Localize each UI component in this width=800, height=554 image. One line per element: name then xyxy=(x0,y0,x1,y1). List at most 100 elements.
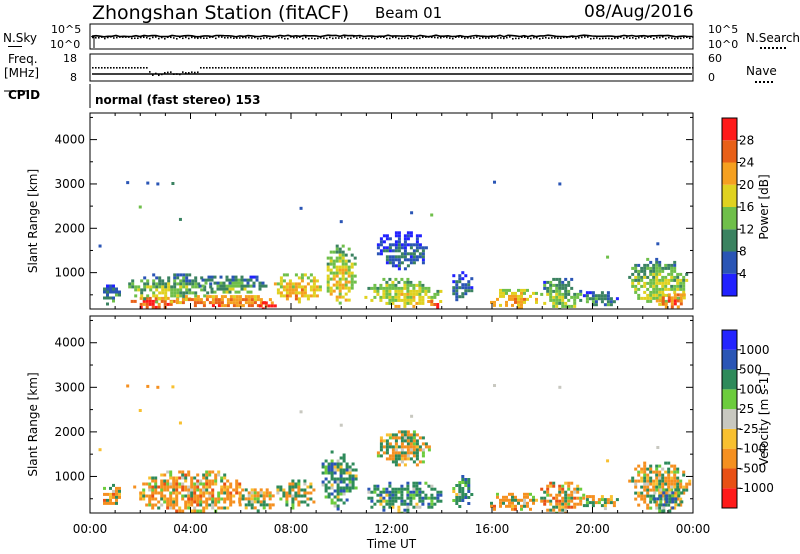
velocity-cell xyxy=(385,442,389,446)
velocity-cell xyxy=(421,451,425,455)
power-cell xyxy=(188,291,192,295)
nave-dot xyxy=(398,67,400,69)
velocity-cell xyxy=(397,511,401,513)
power-cell xyxy=(294,291,298,295)
power-cell xyxy=(661,293,665,297)
power-cell xyxy=(421,286,425,290)
velocity-cell xyxy=(199,500,203,504)
velocity-cell xyxy=(427,496,431,500)
power-cell xyxy=(412,261,416,265)
velocity-cell xyxy=(157,485,161,489)
power-cell xyxy=(561,295,565,299)
power-cell xyxy=(173,288,177,292)
power-cell xyxy=(282,288,286,292)
power-cell xyxy=(344,259,348,263)
power-cell xyxy=(228,281,232,285)
power-cell xyxy=(640,269,644,273)
velocity-cell xyxy=(181,488,185,492)
velocity-cell xyxy=(333,462,337,466)
power-cell xyxy=(315,288,319,292)
velocity-cell xyxy=(166,470,170,474)
velocity-cell xyxy=(585,495,589,499)
power-cell xyxy=(606,291,610,295)
power-cell xyxy=(415,301,419,305)
nsearch-dot xyxy=(461,36,463,39)
velocity-cell xyxy=(659,497,663,501)
velocity-cell xyxy=(388,496,392,500)
power-cell xyxy=(134,288,138,292)
velocity-cell xyxy=(433,496,437,500)
power-cell xyxy=(667,272,671,276)
velocity-cell xyxy=(288,482,292,486)
nsearch-dot xyxy=(149,37,151,40)
velocity-cell xyxy=(564,499,568,503)
velocity-cell xyxy=(181,485,185,489)
power-cell xyxy=(676,272,680,276)
power-cell xyxy=(391,255,395,259)
velocity-cell xyxy=(232,488,236,492)
nave-dot xyxy=(626,67,628,69)
velocity-cell xyxy=(591,498,595,502)
power-cell xyxy=(655,293,659,297)
power-cell xyxy=(655,290,659,294)
velocity-cell xyxy=(567,505,571,509)
power-cell xyxy=(376,289,380,293)
nsearch-dot xyxy=(689,37,691,40)
nave-dot xyxy=(416,67,418,69)
power-cell xyxy=(594,303,598,307)
nsearch-dot xyxy=(452,37,454,40)
velocity-cell xyxy=(540,496,544,500)
power-cell xyxy=(350,283,354,287)
velocity-cell xyxy=(520,507,523,511)
power-cell xyxy=(220,304,224,308)
velocity-cell xyxy=(496,492,499,496)
power-cell xyxy=(231,281,235,285)
power-cell xyxy=(252,275,256,279)
velocity-cell xyxy=(532,501,535,505)
nave-dot xyxy=(332,67,334,69)
velocity-cell xyxy=(303,500,307,504)
velocity-cell xyxy=(535,498,538,502)
velocity-cell xyxy=(585,498,589,502)
nave-dot xyxy=(149,71,151,73)
nsearch-dot xyxy=(263,37,265,39)
velocity-cell xyxy=(262,500,266,504)
velocity-cell xyxy=(169,473,173,477)
velocity-cell xyxy=(379,445,383,449)
power-cell xyxy=(253,301,257,305)
velocity-cell xyxy=(291,479,295,483)
power-cell xyxy=(458,286,462,290)
power-cell xyxy=(409,231,413,235)
power-cell xyxy=(335,244,339,248)
power-cell xyxy=(676,287,680,291)
power-cell xyxy=(226,301,230,305)
velocity-cell xyxy=(662,488,666,492)
power-cell xyxy=(640,278,644,282)
nsearch-dot xyxy=(281,36,283,39)
velocity-cell xyxy=(643,467,647,471)
power-cell xyxy=(347,265,351,269)
power-cell xyxy=(188,282,192,286)
power-cell xyxy=(508,297,511,301)
velocity-colorbar-label: 25 xyxy=(739,402,754,416)
velocity-cell xyxy=(406,439,410,443)
velocity-colorbar-label: -25 xyxy=(739,422,759,436)
velocity-cell xyxy=(367,490,371,494)
power-cell xyxy=(376,292,380,296)
velocity-cell xyxy=(190,479,194,483)
velocity-cell xyxy=(196,503,200,507)
power-cell xyxy=(646,263,650,267)
power-cell xyxy=(523,297,526,301)
power-cell xyxy=(335,274,339,278)
velocity-cell xyxy=(682,491,686,495)
power-cell xyxy=(255,278,259,282)
power-cell xyxy=(142,299,146,303)
nsearch-dot xyxy=(509,36,511,38)
power-cell xyxy=(329,286,333,290)
power-cell xyxy=(196,301,200,305)
velocity-cell xyxy=(223,473,227,477)
velocity-cell xyxy=(354,477,358,481)
velocity-cell xyxy=(634,485,638,489)
nsearch-dot xyxy=(380,36,382,38)
velocity-echo-region xyxy=(540,481,586,513)
